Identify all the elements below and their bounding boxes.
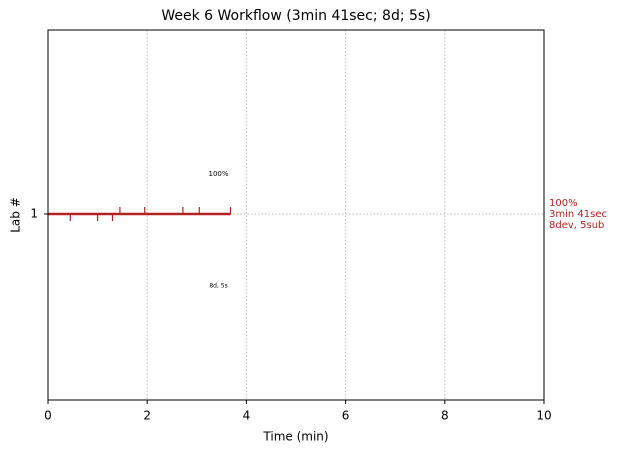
x-tick-label: 6 [342, 409, 350, 423]
chart-title: Week 6 Workflow (3min 41sec; 8d; 5s) [161, 8, 430, 24]
x-tick-label: 0 [44, 409, 52, 423]
side-label: 8dev, 5sub [549, 220, 604, 231]
side-label: 100% [549, 198, 578, 209]
x-tick-label: 8 [441, 409, 449, 423]
annotation: 8d, 5s [209, 283, 227, 290]
x-tick-label: 10 [536, 409, 551, 423]
side-label: 3min 41sec [549, 209, 607, 220]
plot-frame [47, 29, 545, 401]
x-axis-label: Time (min) [262, 430, 328, 444]
annotation: 100% [209, 170, 229, 178]
y-tick-label: 1 [30, 207, 38, 221]
x-tick-label: 4 [243, 409, 251, 423]
y-axis-label: Lab # [9, 197, 23, 233]
x-tick-label: 2 [143, 409, 151, 423]
